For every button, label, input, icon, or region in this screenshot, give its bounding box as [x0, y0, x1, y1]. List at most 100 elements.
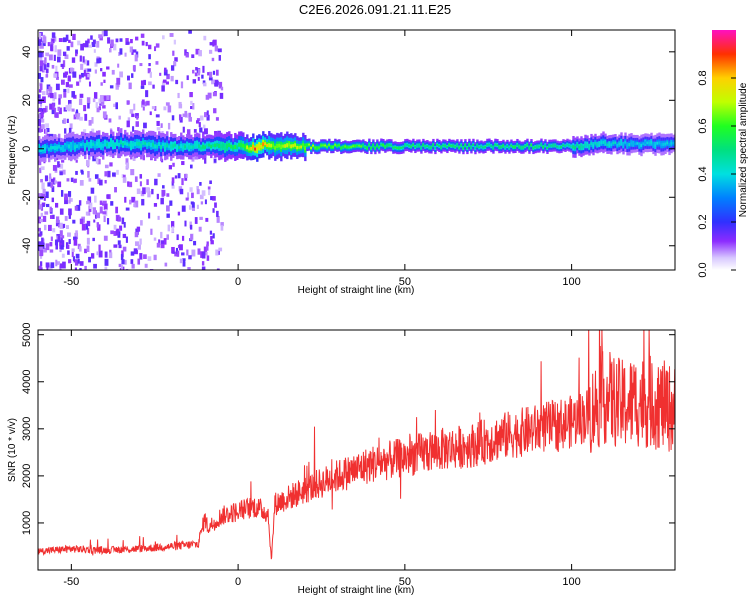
noise-speckle [156, 120, 160, 126]
noise-speckle [150, 228, 153, 235]
ridge-cell [390, 144, 393, 147]
noise-speckle [194, 72, 198, 77]
noise-speckle [164, 262, 168, 267]
ridge-cell [164, 145, 167, 150]
noise-speckle [99, 200, 103, 205]
noise-speckle [41, 51, 44, 58]
ridge-cell [134, 142, 137, 147]
spectrogram-y-axis-title: Frequency (Hz) [7, 116, 18, 185]
noise-speckle [79, 116, 83, 121]
noise-speckle [38, 108, 42, 112]
ridge-cell [614, 141, 617, 144]
noise-speckle [50, 44, 53, 51]
noise-speckle [191, 207, 196, 211]
noise-speckle [80, 43, 84, 51]
noise-speckle [148, 81, 152, 86]
noise-speckle [194, 217, 198, 224]
noise-speckle [96, 58, 100, 64]
noise-speckle [189, 164, 193, 169]
noise-speckle [125, 207, 130, 211]
noise-speckle [38, 227, 41, 232]
noise-speckle [213, 158, 217, 163]
ridge-cell [472, 143, 475, 146]
noise-speckle [212, 196, 216, 201]
ridge-cell [454, 145, 457, 148]
ridge-cell [316, 147, 319, 150]
noise-speckle [53, 107, 57, 114]
ridge-cell [146, 142, 149, 147]
noise-speckle [39, 54, 43, 61]
noise-speckle [38, 51, 43, 58]
noise-speckle [54, 45, 57, 53]
ridge-cell [312, 144, 315, 147]
noise-speckle [108, 118, 112, 123]
noise-speckle [103, 203, 108, 211]
noise-speckle [180, 81, 184, 89]
noise-speckle [210, 240, 214, 245]
noise-speckle [132, 49, 137, 53]
ridge-cell [480, 145, 483, 148]
noise-speckle [98, 34, 103, 39]
noise-speckle [62, 60, 66, 68]
noise-speckle [106, 66, 110, 70]
noise-speckle [71, 248, 75, 252]
noise-speckle [51, 109, 55, 115]
noise-speckle [172, 250, 175, 254]
ridge-cell [596, 143, 599, 147]
noise-speckle [42, 215, 47, 222]
ridge-cell [124, 141, 127, 146]
ridge-cell [610, 143, 613, 147]
noise-speckle [84, 248, 87, 254]
ridge-cell [348, 146, 351, 149]
noise-speckle [61, 240, 65, 248]
noise-speckle [179, 244, 183, 251]
noise-speckle [68, 199, 71, 204]
noise-speckle [59, 263, 63, 269]
ridge-cell [638, 144, 641, 147]
noise-speckle [51, 186, 55, 193]
ridge-cell [346, 146, 349, 149]
noise-speckle [42, 188, 46, 195]
noise-speckle [57, 56, 61, 63]
ridge-cell [568, 144, 571, 147]
noise-speckle [202, 65, 205, 73]
noise-speckle [60, 63, 64, 67]
noise-speckle [55, 216, 60, 224]
ridge-cell [180, 144, 183, 149]
snr-x-axis-title: Height of straight line (km) [298, 585, 415, 596]
ridge-cell [562, 144, 565, 147]
noise-speckle [113, 244, 118, 248]
noise-speckle [59, 208, 64, 215]
noise-speckle [209, 71, 213, 78]
noise-speckle [118, 52, 121, 56]
spectrogram-ridge [38, 128, 675, 163]
noise-speckle [159, 72, 162, 76]
noise-speckle [104, 164, 109, 169]
noise-speckle [64, 197, 68, 205]
ridge-cell [360, 145, 363, 148]
noise-speckle [92, 39, 96, 44]
snr-frame [37, 329, 676, 571]
colorbar-tick-label: 0.6 [697, 118, 709, 133]
noise-speckle [178, 101, 182, 106]
ridge-cell [440, 146, 443, 149]
noise-speckle [62, 261, 66, 269]
ridge-cell [200, 146, 203, 150]
noise-speckle [142, 154, 146, 161]
noise-speckle [166, 193, 170, 197]
ridge-cell [608, 143, 611, 146]
noise-speckle [55, 83, 60, 91]
noise-speckle [107, 170, 111, 178]
noise-speckle [168, 165, 172, 170]
noise-speckle [158, 239, 161, 245]
ridge-cell [498, 146, 501, 149]
noise-speckle [203, 124, 206, 129]
ridge-cell [580, 145, 583, 149]
noise-speckle [153, 254, 157, 261]
ridge-cell [602, 140, 605, 144]
noise-speckle [119, 225, 123, 231]
ridge-cell [88, 144, 91, 149]
noise-speckle [115, 228, 119, 236]
noise-speckle [38, 120, 42, 127]
noise-speckle [162, 185, 165, 189]
